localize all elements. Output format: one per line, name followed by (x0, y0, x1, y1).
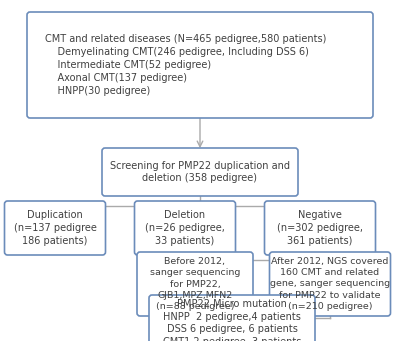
FancyBboxPatch shape (4, 201, 106, 255)
Text: After 2012, NGS covered
160 CMT and related
gene, sanger sequencing
for PMP22 to: After 2012, NGS covered 160 CMT and rela… (270, 256, 390, 311)
FancyBboxPatch shape (102, 148, 298, 196)
Text: Duplication
(n=137 pedigree
186 patients): Duplication (n=137 pedigree 186 patients… (14, 210, 96, 246)
FancyBboxPatch shape (264, 201, 376, 255)
FancyBboxPatch shape (270, 252, 390, 316)
Text: Screening for PMP22 duplication and
deletion (358 pedigree): Screening for PMP22 duplication and dele… (110, 161, 290, 183)
FancyBboxPatch shape (27, 12, 373, 118)
FancyBboxPatch shape (137, 252, 253, 316)
Text: CMT and related diseases (N=465 pedigree,580 patients)
    Demyelinating CMT(246: CMT and related diseases (N=465 pedigree… (45, 34, 326, 95)
Text: Deletion
(n=26 pedigree,
33 patients): Deletion (n=26 pedigree, 33 patients) (145, 210, 225, 246)
Text: Before 2012,
sanger sequencing
for PMP22,
GJB1,MPZ,MFN2
(n=88 pedigree): Before 2012, sanger sequencing for PMP22… (150, 256, 240, 311)
FancyBboxPatch shape (149, 295, 315, 341)
FancyBboxPatch shape (134, 201, 236, 255)
Text: Negative
(n=302 pedigree,
361 patients): Negative (n=302 pedigree, 361 patients) (277, 210, 363, 246)
Text: PMP22 Micro mutation
HNPP  2 pedigree,4 patients
DSS 6 pedigree, 6 patients
CMT1: PMP22 Micro mutation HNPP 2 pedigree,4 p… (163, 299, 301, 341)
